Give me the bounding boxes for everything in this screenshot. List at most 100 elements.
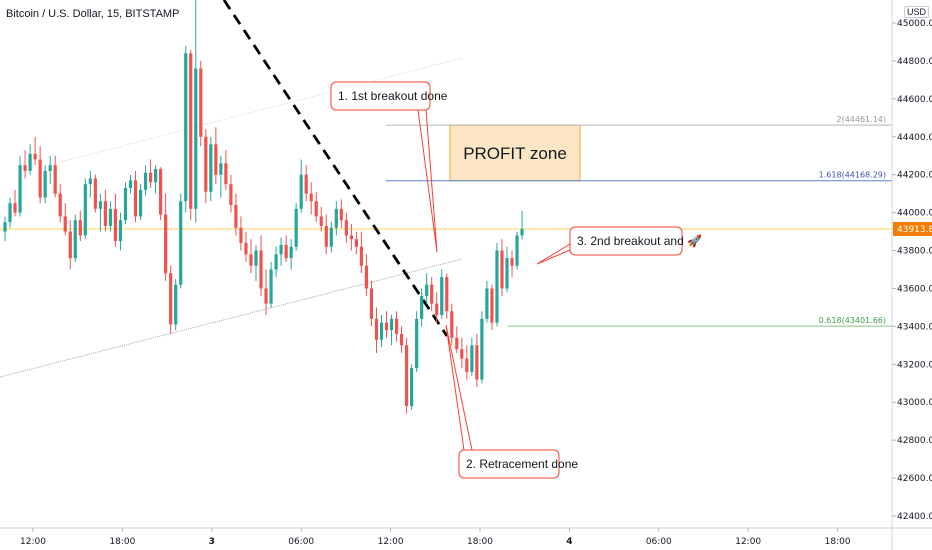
candle-body (244, 242, 248, 255)
y-tick-label: 42800.00 (897, 436, 932, 446)
candle-body (475, 345, 479, 380)
callout-breakout-2-pointer (536, 243, 571, 265)
candle-body (154, 169, 158, 183)
candle-body (389, 318, 394, 331)
callout-breakout-2-text: 3. 2nd breakout and 🚀 (577, 234, 702, 248)
candle-body (520, 228, 524, 236)
candle-body (384, 322, 389, 331)
candle-body (324, 225, 328, 247)
candle-body (379, 322, 384, 340)
candle-body (349, 235, 353, 240)
candle-body (13, 203, 17, 213)
candle-body (8, 203, 12, 223)
candle-body (159, 169, 163, 215)
candle-body (63, 216, 67, 232)
candle-body (128, 180, 133, 188)
candle-body (143, 172, 148, 190)
current-price-label: 43913.82 (897, 225, 932, 235)
fib-label-2: 2(44461.14) (836, 115, 886, 124)
fib-label-1.618: 1.618(44168.29) (819, 171, 886, 180)
candle-body (194, 68, 198, 209)
profit-zone-box (449, 124, 581, 182)
candle-body (344, 220, 348, 236)
candle-body (460, 349, 464, 359)
y-tick-label: 44000.00 (897, 209, 932, 219)
y-tick-label: 43800.00 (897, 247, 932, 257)
candle-body (103, 201, 107, 226)
y-tick-label: 42400.00 (897, 512, 932, 522)
candle-body (58, 193, 62, 217)
x-tick-label: 06:00 (646, 537, 672, 547)
candle-body (304, 174, 308, 194)
candle-body (334, 208, 338, 228)
candle-body (470, 345, 474, 372)
candle-body (505, 258, 509, 289)
candle-body (53, 165, 57, 194)
candle-body (495, 250, 499, 323)
candle-body (38, 159, 42, 198)
candle-body (254, 250, 258, 266)
candle-body (113, 208, 118, 242)
candle-body (289, 246, 293, 259)
y-tick-label: 42600.00 (897, 474, 932, 484)
candle-body (309, 193, 313, 202)
fib-label-0.618: 0.618(43401.66) (819, 316, 886, 325)
callout-breakout-2-box (569, 226, 683, 256)
candles (3, 0, 524, 414)
candle-body (88, 178, 92, 185)
candle-body (410, 368, 414, 407)
candle-body (23, 165, 27, 171)
candle-body (515, 235, 519, 266)
callout-retracement-text: 2. Retracement done (466, 457, 578, 471)
y-tick-label: 43200.00 (897, 360, 932, 370)
candle-body (455, 337, 459, 350)
drawing-overlays: PROFIT zone 2(44461.14) 1.618(44168.29) 0.6… (0, 0, 892, 378)
candle-body (430, 284, 434, 304)
candle-body (169, 273, 173, 325)
candle-body (123, 187, 128, 221)
callout-breakout-1-text: 1. 1st breakout done (338, 89, 448, 103)
candle-body (405, 345, 409, 407)
candle-body (480, 318, 484, 380)
candle-body (93, 178, 97, 209)
x-tick-label: 12:00 (378, 537, 404, 547)
candle-body (450, 311, 454, 338)
candle-body (73, 220, 77, 259)
candle-body (274, 254, 278, 270)
candle-body (354, 239, 358, 247)
annotations: 1. 1st breakout done 2. Retracement done 3… (330, 81, 702, 479)
callout-retracement-box (458, 449, 560, 479)
candle-body (500, 250, 504, 289)
candle-body (18, 165, 22, 213)
x-tick-label: 4 (566, 537, 572, 547)
x-tick-label: 12:00 (20, 537, 46, 547)
y-tick-label: 44400.00 (897, 133, 932, 143)
candle-body (48, 165, 52, 171)
candle-body (269, 269, 273, 304)
candle-body (3, 222, 7, 232)
candle-body (339, 208, 343, 221)
candle-body (314, 201, 318, 217)
callout-retracement-pointer (445, 324, 473, 451)
y-tick-label: 44600.00 (897, 95, 932, 105)
candle-body (329, 227, 333, 247)
candle-body (420, 296, 424, 319)
candle-body (209, 144, 213, 192)
currency-badge[interactable]: USD (904, 6, 930, 18)
x-tick-label: 06:00 (288, 537, 314, 547)
y-tick-label: 43400.00 (897, 322, 932, 332)
candle-body (43, 170, 47, 198)
candle-body (224, 163, 228, 185)
time-axis: 12:00 18:00 3 06:00 12:00 18:00 4 06:00 12:00 18:… (0, 527, 932, 547)
candle-body (445, 277, 449, 312)
y-tick-label: 43000.00 (897, 398, 932, 408)
candle-body (78, 220, 82, 236)
price-axis: 45000.00 44800.00 44600.00 44400.00 44200.00… (891, 0, 932, 550)
callout-breakout-1-box (330, 81, 431, 111)
y-tick-label: 43600.00 (897, 284, 932, 294)
candle-body (510, 258, 514, 266)
chart-title: Bitcoin / U.S. Dollar, 15, BITSTAMP (6, 8, 180, 20)
profit-zone-label: PROFIT zone (463, 144, 567, 163)
candle-body (369, 288, 374, 319)
